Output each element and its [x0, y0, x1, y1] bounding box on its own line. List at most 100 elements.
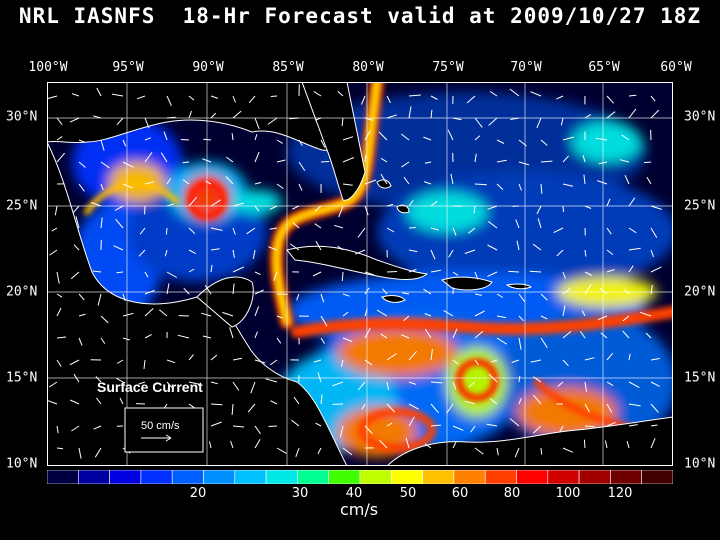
- velocity-arrow: [71, 93, 80, 97]
- velocity-arrow: [78, 293, 85, 301]
- velocity-arrow: [540, 139, 548, 146]
- velocity-arrow: [232, 202, 244, 207]
- velocity-arrow: [532, 243, 542, 251]
- velocity-arrow: [69, 399, 80, 405]
- velocity-arrow: [558, 425, 564, 433]
- velocity-arrow: [466, 95, 476, 104]
- velocity-arrow: [468, 227, 476, 234]
- velocity-arrow: [340, 359, 344, 367]
- velocity-arrow: [518, 161, 530, 166]
- colorbar-swatch: [359, 470, 392, 484]
- velocity-arrow: [78, 313, 86, 317]
- velocity-arrow: [496, 447, 499, 456]
- velocity-arrow: [122, 312, 134, 317]
- velocity-arrow: [354, 249, 366, 255]
- velocity-arrow: [562, 359, 569, 367]
- velocity-arrow: [144, 137, 152, 141]
- velocity-arrow: [628, 381, 640, 388]
- velocity-arrow: [232, 266, 245, 273]
- velocity-arrow: [584, 357, 595, 361]
- velocity-arrow: [401, 161, 410, 168]
- colorbar-tick: 30: [291, 486, 309, 501]
- velocity-arrow: [408, 403, 419, 410]
- velocity-arrow: [341, 117, 344, 127]
- velocity-arrow: [75, 216, 80, 229]
- colorbar-swatch: [265, 470, 298, 484]
- velocity-arrow: [298, 139, 303, 146]
- velocity-arrow: [96, 87, 102, 97]
- velocity-arrow: [100, 337, 106, 344]
- velocity-arrow: [210, 199, 222, 207]
- velocity-arrow: [188, 354, 194, 361]
- velocity-arrow: [100, 217, 103, 229]
- colorbar-tick: 80: [503, 486, 521, 501]
- velocity-arrow: [408, 227, 416, 229]
- velocity-arrow: [210, 112, 217, 119]
- velocity-arrow: [138, 381, 146, 385]
- colorbar-swatch: [578, 470, 611, 484]
- velocity-arrow: [562, 183, 574, 187]
- velocity-arrow: [509, 418, 520, 427]
- velocity-arrow: [364, 271, 375, 276]
- lat-label: 20°N: [6, 284, 38, 300]
- velocity-arrow: [360, 95, 366, 105]
- velocity-arrow: [650, 266, 662, 273]
- velocity-arrow: [210, 354, 218, 361]
- velocity-arrow: [382, 288, 388, 295]
- velocity-arrow: [144, 152, 153, 163]
- velocity-arrow: [97, 293, 102, 306]
- velocity-arrow: [342, 337, 353, 342]
- velocity-arrow: [628, 403, 641, 407]
- velocity-arrow: [56, 117, 63, 126]
- velocity-arrow: [222, 311, 234, 317]
- velocity-arrow: [562, 287, 572, 295]
- velocity-arrow: [182, 161, 190, 164]
- velocity-arrow: [270, 95, 278, 97]
- velocity-arrow: [56, 307, 62, 317]
- velocity-arrow: [144, 117, 150, 129]
- velocity-arrow: [386, 422, 393, 427]
- velocity-arrow: [536, 205, 542, 215]
- velocity-arrow: [628, 353, 631, 361]
- velocity-arrow: [342, 293, 350, 297]
- velocity-arrow: [606, 227, 612, 235]
- velocity-arrow: [557, 381, 564, 387]
- velocity-arrow: [56, 293, 63, 298]
- velocity-arrow: [628, 108, 637, 119]
- velocity-arrow: [562, 155, 570, 163]
- velocity-arrow: [556, 95, 564, 100]
- velocity-arrow: [334, 224, 344, 229]
- velocity-arrow: [320, 293, 325, 303]
- velocity-arrow: [474, 330, 484, 339]
- graticule: [47, 82, 673, 466]
- velocity-arrow: [276, 159, 286, 163]
- velocity-arrow: [361, 403, 366, 410]
- lon-label: 80°W: [352, 60, 384, 75]
- velocity-arrow: [606, 421, 616, 427]
- velocity-arrow: [268, 425, 278, 427]
- velocity-arrow: [474, 447, 484, 455]
- colorbar-swatch: [390, 470, 423, 484]
- velocity-arrow: [380, 157, 388, 163]
- velocity-arrow: [430, 381, 443, 384]
- velocity-arrow: [606, 249, 614, 255]
- velocity-arrow: [188, 227, 196, 235]
- velocity-arrow: [338, 205, 344, 218]
- velocity-arrow: [205, 180, 212, 185]
- velocity-arrow: [188, 268, 195, 273]
- velocity-arrow: [229, 327, 234, 339]
- lat-label: 15°N: [684, 370, 716, 386]
- velocity-arrow: [424, 313, 432, 317]
- lat-label: 10°N: [684, 456, 716, 472]
- velocity-arrow: [450, 173, 454, 185]
- velocity-arrow: [518, 337, 522, 350]
- velocity-arrow: [452, 359, 459, 365]
- velocity-arrow: [518, 183, 522, 191]
- velocity-arrow: [320, 337, 326, 344]
- velocity-arrow: [487, 205, 498, 210]
- velocity-arrow: [447, 129, 454, 141]
- velocity-arrow: [254, 182, 262, 185]
- velocity-arrow: [364, 117, 374, 121]
- colorbar-swatch: [171, 470, 204, 484]
- velocity-arrow: [116, 377, 124, 383]
